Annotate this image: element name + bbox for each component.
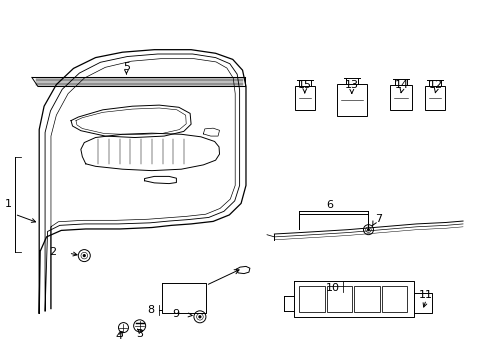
Bar bbox=[326, 286, 352, 312]
Bar bbox=[382, 286, 407, 312]
Text: 14: 14 bbox=[395, 80, 409, 90]
Text: 3: 3 bbox=[136, 329, 143, 339]
Bar bbox=[354, 286, 380, 312]
Text: 13: 13 bbox=[345, 80, 359, 90]
Text: 7: 7 bbox=[375, 214, 382, 224]
Circle shape bbox=[199, 316, 201, 318]
Bar bbox=[425, 86, 445, 110]
Text: 15: 15 bbox=[298, 80, 312, 90]
Bar bbox=[337, 84, 367, 116]
Text: 1: 1 bbox=[5, 199, 12, 210]
Bar bbox=[295, 86, 315, 110]
Text: 2: 2 bbox=[49, 247, 56, 257]
Circle shape bbox=[368, 229, 369, 230]
Text: 10: 10 bbox=[326, 283, 340, 293]
Text: 4: 4 bbox=[115, 331, 122, 341]
Bar bbox=[299, 286, 324, 312]
Text: 5: 5 bbox=[123, 62, 130, 72]
Text: 6: 6 bbox=[326, 200, 333, 210]
Text: 8: 8 bbox=[147, 305, 154, 315]
Text: 11: 11 bbox=[419, 290, 433, 300]
Bar bbox=[390, 85, 412, 111]
Text: 9: 9 bbox=[172, 309, 179, 319]
Text: 12: 12 bbox=[429, 80, 443, 90]
Circle shape bbox=[83, 255, 85, 256]
